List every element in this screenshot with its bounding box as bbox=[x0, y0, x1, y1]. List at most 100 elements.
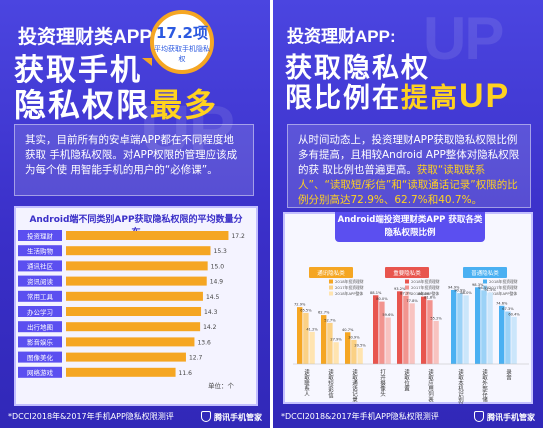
right-body-text: 从时间动态上，投资理财APP获取隐私权限比例多有提高，且相较Android AP… bbox=[287, 124, 531, 208]
bar-value-label: 81.8% bbox=[424, 296, 436, 300]
shield-icon bbox=[474, 411, 484, 422]
bar-value-label: 94.5% bbox=[478, 286, 490, 290]
bar bbox=[66, 337, 195, 347]
right-title-line3: 限比例在提高UP bbox=[285, 76, 510, 116]
bar-value-label: 91.5% bbox=[484, 288, 496, 292]
category-label-bg bbox=[18, 275, 62, 287]
bar-value-label: 17.2 bbox=[231, 233, 245, 240]
badge-subtitle: 平均获取手机隐私权 bbox=[154, 45, 210, 63]
left-panel: UP 投资理财类APP 获取手机 隐私权限最多 17.2项 平均获取手机隐私权 … bbox=[0, 0, 270, 428]
legend-label: 2017年投资理财 bbox=[335, 285, 364, 290]
bar-value-label: 15.0 bbox=[211, 263, 225, 270]
bar-value-label: 13.6 bbox=[197, 339, 211, 346]
bar bbox=[511, 316, 517, 364]
category-label-bg bbox=[18, 306, 62, 317]
legend-swatch bbox=[329, 279, 333, 284]
bar bbox=[505, 311, 511, 364]
right-chart-card: Android端投资理财类APP 获取各类隐私权限比例 通讯隐私类 2018年投资… bbox=[283, 212, 533, 404]
bar bbox=[379, 301, 385, 364]
bar bbox=[463, 295, 469, 364]
legend-label: 2018年APP整体 bbox=[335, 291, 363, 296]
category-label: 办公学习 bbox=[27, 307, 53, 316]
bar-value-label: 86.4% bbox=[418, 292, 430, 296]
bar-value-label: 59.6% bbox=[382, 313, 394, 317]
right-title-line1: 投资理财APP: bbox=[287, 27, 396, 46]
right-title-line3-up: UP bbox=[459, 77, 511, 115]
bar bbox=[303, 312, 309, 364]
category-label: 读取外部存储 bbox=[481, 368, 488, 404]
bar bbox=[309, 331, 315, 364]
category-label: 读取短/彩信 bbox=[327, 368, 334, 400]
bar bbox=[499, 305, 505, 364]
bar bbox=[66, 231, 229, 240]
legend-label: 2018年投资理财 bbox=[335, 279, 364, 284]
bar bbox=[66, 307, 202, 316]
bar bbox=[66, 246, 211, 256]
right-title-line3-main: 限比例在 bbox=[285, 83, 401, 113]
bar bbox=[433, 320, 439, 364]
left-title-line1: 投资理财类APP bbox=[18, 27, 153, 48]
group-label: 普通隐私类 bbox=[471, 269, 499, 277]
left-title-line3: 隐私权限最多 bbox=[14, 80, 218, 126]
bar-value-label: 98.3% bbox=[472, 283, 484, 287]
legend-label: 2018年APP整体 bbox=[411, 291, 439, 296]
bar bbox=[66, 276, 207, 286]
bar-value-label: 12.7 bbox=[189, 355, 203, 362]
bar-value-label: 87.3% bbox=[400, 291, 412, 295]
right-grouped-bar-chart: 通讯隐私类2018年投资理财2017年投资理财2018年APP整体72.9%65… bbox=[293, 267, 529, 404]
shield-icon bbox=[201, 411, 211, 422]
bar bbox=[373, 295, 379, 364]
category-label: 读取本机识别码 bbox=[457, 368, 464, 404]
badge-tail bbox=[142, 58, 152, 66]
legend-label: 2018年投资理财 bbox=[489, 279, 518, 284]
left-bar-chart: 投资理财 17.2 生活购物 15.3 通讯社区 15.0 资讯阅读 14.9 常用工具 14.5… bbox=[18, 230, 245, 390]
legend-swatch bbox=[405, 279, 409, 284]
category-label: 常用工具 bbox=[27, 292, 54, 301]
category-label: 读取通话记录 bbox=[351, 368, 358, 403]
bar bbox=[457, 293, 463, 364]
bar bbox=[351, 339, 357, 364]
right-panel: UP 投资理财APP: 获取隐私权 限比例在提高UP 从时间动态上，投资理财AP… bbox=[273, 0, 543, 428]
right-title-line2: 获取隐私权 bbox=[285, 53, 430, 83]
right-title-line3-highlight: 提高 bbox=[401, 83, 459, 113]
bar bbox=[66, 322, 201, 332]
group-label: 重要隐私类 bbox=[393, 269, 421, 277]
bar-value-label: 41.2% bbox=[306, 327, 318, 331]
legend-swatch bbox=[405, 285, 409, 290]
category-label-bg bbox=[18, 290, 62, 302]
bar bbox=[333, 342, 339, 364]
category-label-bg bbox=[18, 230, 62, 241]
bar-value-label: 93.2% bbox=[394, 287, 406, 291]
legend-label: 2017年投资理财 bbox=[411, 285, 440, 290]
left-title-line3-highlight: 最多 bbox=[150, 87, 219, 123]
bar bbox=[66, 352, 186, 362]
left-logo-text: 腾讯手机管家 bbox=[214, 413, 262, 422]
right-body-text-main: 从时间动态上，投资理财APP获取隐私权限比例多有提高，且相较Android AP… bbox=[298, 134, 520, 176]
category-label: 读取位置 bbox=[403, 368, 410, 392]
category-label-bg bbox=[18, 351, 62, 363]
category-label: 图像美化 bbox=[27, 353, 54, 362]
right-logo: 腾讯手机管家 bbox=[474, 411, 535, 423]
legend-label: 2018年APP整体 bbox=[489, 291, 517, 296]
category-label: 读取应用列表 bbox=[427, 368, 434, 404]
bar-value-label: 80.0% bbox=[376, 297, 388, 301]
legend-label: 2018年投资理财 bbox=[411, 279, 440, 284]
bar-value-label: 62.7% bbox=[318, 311, 330, 315]
badge-value: 17.2项 bbox=[155, 24, 208, 42]
category-label: 录音 bbox=[505, 368, 512, 382]
bar bbox=[403, 295, 409, 364]
bar bbox=[345, 332, 351, 364]
bar bbox=[409, 303, 415, 364]
bar-value-label: 27.9% bbox=[330, 338, 342, 342]
bar bbox=[481, 290, 487, 364]
legend-swatch bbox=[329, 285, 333, 290]
category-label: 网络游戏 bbox=[27, 368, 54, 377]
bar-value-label: 14.3 bbox=[204, 309, 218, 316]
left-chart-card: Android端不同类别APP获取隐私权限的平均数量分布 投资理财17.2生活购… bbox=[14, 206, 258, 406]
bar-value-label: 14.5 bbox=[206, 294, 220, 301]
bar bbox=[327, 322, 333, 364]
bar-value-label: 14.9 bbox=[210, 279, 224, 286]
stat-badge: 17.2项 平均获取手机隐私权 bbox=[150, 10, 214, 74]
bar-value-label: 52.7% bbox=[324, 318, 336, 322]
legend-label: 2017年投资理财 bbox=[489, 285, 518, 290]
